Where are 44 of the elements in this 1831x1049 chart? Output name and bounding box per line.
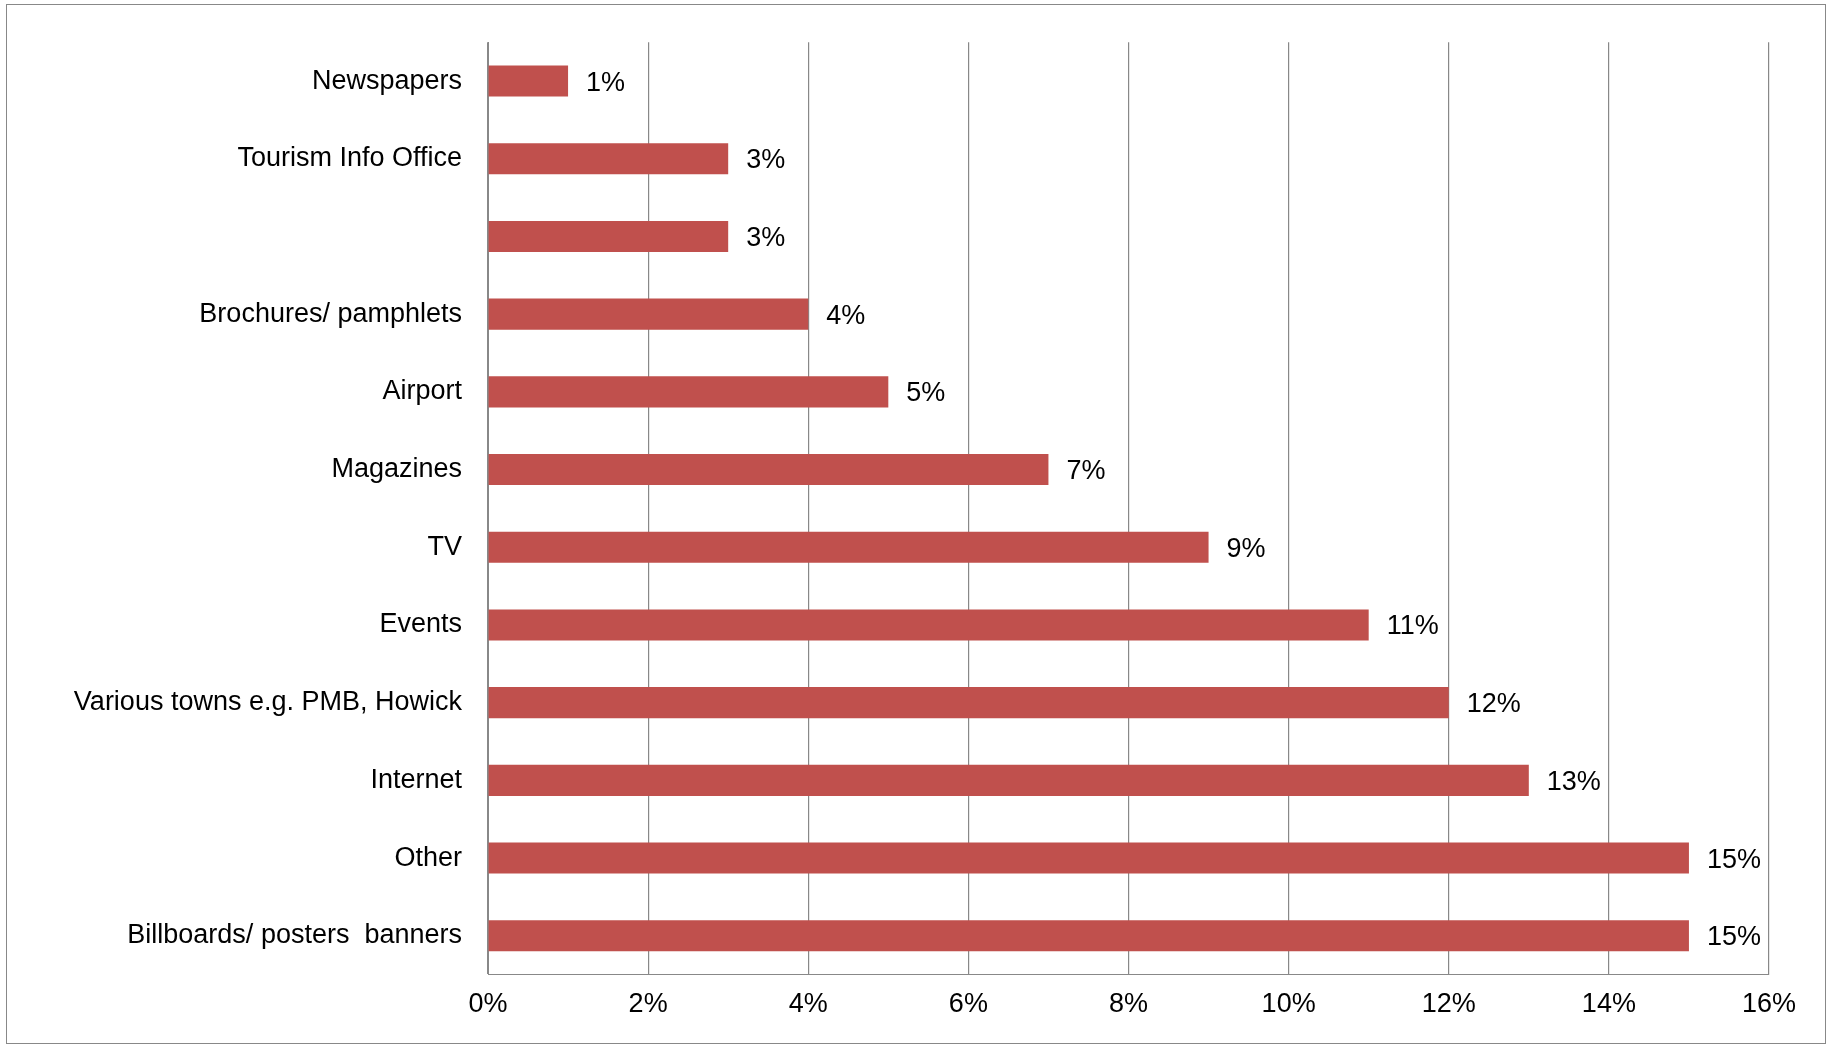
x-tick-label: 16%	[1741, 988, 1797, 1019]
bar	[488, 842, 1689, 874]
data-label: 4%	[826, 299, 866, 330]
y-tick-label: Magazines	[331, 453, 462, 483]
bar	[488, 687, 1449, 719]
data-label: 15%	[1706, 921, 1761, 952]
bar	[488, 454, 1049, 486]
data-label: 7%	[1066, 455, 1106, 485]
data-label: 15%	[1706, 843, 1761, 874]
bar	[488, 220, 729, 252]
bar	[488, 920, 1689, 952]
y-tick-label: Tourism Info Office	[237, 142, 462, 173]
data-label: 12%	[1466, 688, 1521, 719]
y-tick-label: Newspapers	[311, 64, 462, 95]
data-label: 13%	[1546, 765, 1601, 796]
y-tick-label: Events	[379, 608, 462, 639]
y-tick-label: Brochures/ pamphlets	[199, 297, 462, 328]
y-tick-label: Airport	[382, 375, 463, 406]
data-label: 9%	[1226, 532, 1266, 563]
y-tick-label: Internet	[370, 763, 463, 794]
bar	[488, 764, 1529, 796]
y-tick-label: Billboards/ posters banners	[127, 919, 462, 950]
x-tick-label: 6%	[948, 988, 988, 1019]
x-tick-label: 4%	[788, 988, 828, 1019]
bar	[488, 298, 809, 330]
bar	[488, 143, 729, 175]
bar	[488, 65, 569, 97]
bar	[488, 376, 889, 408]
bar	[488, 609, 1369, 641]
x-tick-label: 0%	[468, 988, 508, 1019]
bar	[488, 531, 1209, 563]
data-label: 3%	[746, 221, 786, 252]
x-tick-label: 8%	[1108, 988, 1149, 1019]
x-tick-label: 12%	[1421, 988, 1476, 1019]
x-tick-label: 14%	[1581, 988, 1636, 1019]
y-tick-label: Other	[394, 841, 462, 872]
y-tick-label: TV	[427, 530, 462, 561]
x-tick-label: 2%	[628, 988, 668, 1019]
data-label: 1%	[586, 66, 626, 97]
x-tick-label: 10%	[1261, 988, 1316, 1019]
data-label: 11%	[1386, 610, 1439, 641]
y-tick-label: Various towns e.g. PMB, Howick	[73, 686, 463, 717]
data-label: 5%	[906, 377, 946, 408]
data-label: 3%	[746, 144, 786, 175]
